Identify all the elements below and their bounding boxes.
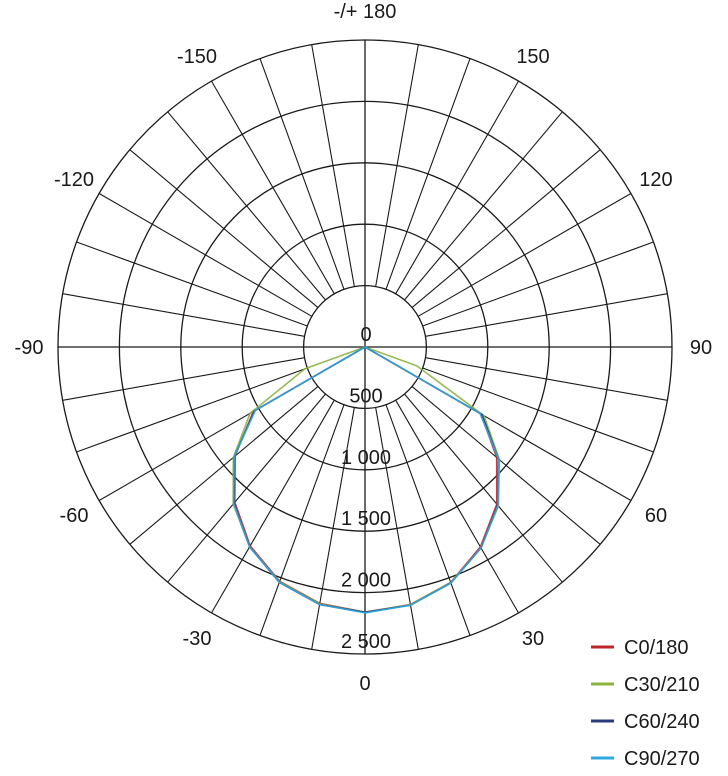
polar-grid bbox=[57, 39, 673, 655]
grid-ring bbox=[241, 223, 489, 471]
grid-ring bbox=[118, 100, 612, 594]
legend-label: C0/180 bbox=[624, 637, 689, 659]
radial-tick-label: 2 000 bbox=[341, 570, 391, 592]
angle-tick-label: -60 bbox=[60, 505, 89, 527]
intensity-curves bbox=[232, 346, 501, 614]
legend-label: C60/240 bbox=[624, 711, 700, 733]
radial-tick-label: 500 bbox=[349, 385, 382, 407]
grid-ring bbox=[57, 39, 673, 655]
angle-tick-label: 60 bbox=[645, 505, 667, 527]
legend-label: C30/210 bbox=[624, 674, 700, 696]
legend-label: C90/270 bbox=[624, 748, 700, 770]
radial-tick-label: 1 500 bbox=[341, 508, 391, 530]
angle-tick-label: 0 bbox=[359, 673, 370, 695]
radial-tick-label: 1 000 bbox=[341, 447, 391, 469]
radial-tick-label: 0 bbox=[360, 324, 371, 346]
angle-tick-label: -150 bbox=[177, 46, 217, 68]
angle-tick-label: -120 bbox=[54, 169, 94, 191]
grid-ring bbox=[180, 162, 550, 532]
series-line-c90-270 bbox=[232, 346, 500, 614]
angle-tick-label: -/+ 180 bbox=[334, 1, 397, 23]
angle-tick-label: -90 bbox=[15, 337, 44, 359]
angle-tick-label: 150 bbox=[516, 46, 549, 68]
angle-tick-label: -30 bbox=[183, 628, 212, 650]
axis-labels: -/+ 180 150 120 90 60 30 0 -30 -60 -90 -120 -150 0 50… bbox=[15, 1, 713, 695]
radial-tick-label: 2 500 bbox=[341, 631, 391, 653]
angle-tick-label: 30 bbox=[522, 628, 544, 650]
grid-ring bbox=[302, 284, 428, 410]
angle-tick-label: 90 bbox=[690, 337, 712, 359]
angle-tick-label: 120 bbox=[639, 169, 672, 191]
legend: C0/180 C30/210 C60/240 C90/270 bbox=[591, 637, 700, 770]
